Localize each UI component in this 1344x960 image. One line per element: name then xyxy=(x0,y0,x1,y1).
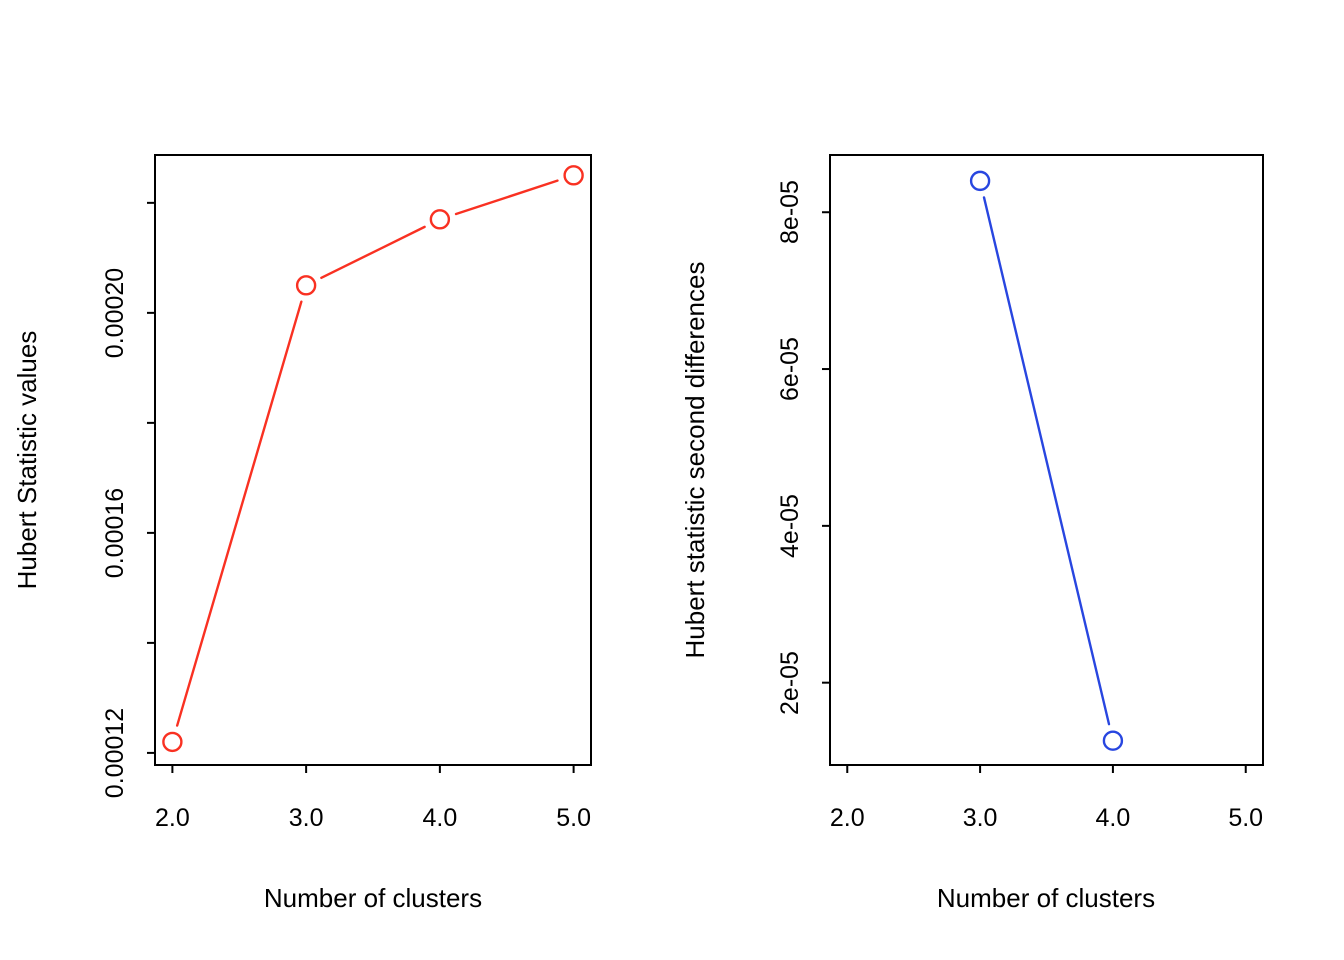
data-point-marker xyxy=(1102,730,1124,751)
left-y-axis-title: Hubert Statistic values xyxy=(12,330,42,590)
hubert-values-plot xyxy=(147,154,592,773)
data-point-marker xyxy=(162,731,183,753)
x-tick-label: 2.0 xyxy=(154,804,190,832)
y-tick-label: 2e-05 xyxy=(776,650,804,715)
x-tick-label: 5.0 xyxy=(556,804,591,832)
x-tick-label: 3.0 xyxy=(962,804,998,832)
y-tick-label: 0.00012 xyxy=(101,707,129,799)
x-tick-label: 4.0 xyxy=(1095,804,1131,832)
data-point-marker xyxy=(563,165,584,186)
plot-box xyxy=(154,154,592,766)
x-tick-label: 3.0 xyxy=(288,804,324,832)
series-segment xyxy=(175,300,303,727)
series-segment xyxy=(454,179,559,216)
plot-box xyxy=(829,154,1264,766)
y-tick-label: 6e-05 xyxy=(776,337,804,402)
series-segment xyxy=(982,196,1111,726)
x-tick-label: 5.0 xyxy=(1228,804,1264,832)
hubert-second-differences-plot xyxy=(822,154,1264,773)
y-tick-label: 0.00016 xyxy=(101,487,129,579)
data-point-marker xyxy=(295,275,317,296)
series-segment xyxy=(320,225,426,280)
data-point-marker xyxy=(969,170,991,192)
left-x-axis-title: Number of clusters xyxy=(263,883,483,913)
x-tick-label: 2.0 xyxy=(829,804,865,832)
right-x-axis-title: Number of clusters xyxy=(936,883,1156,913)
data-point-marker xyxy=(429,209,451,230)
y-tick-label: 8e-05 xyxy=(776,180,804,245)
y-tick-label: 4e-05 xyxy=(776,493,804,558)
x-tick-label: 4.0 xyxy=(422,804,458,832)
y-tick-label: 0.00020 xyxy=(101,267,129,359)
right-y-axis-title: Hubert statistic second differences xyxy=(680,261,710,659)
